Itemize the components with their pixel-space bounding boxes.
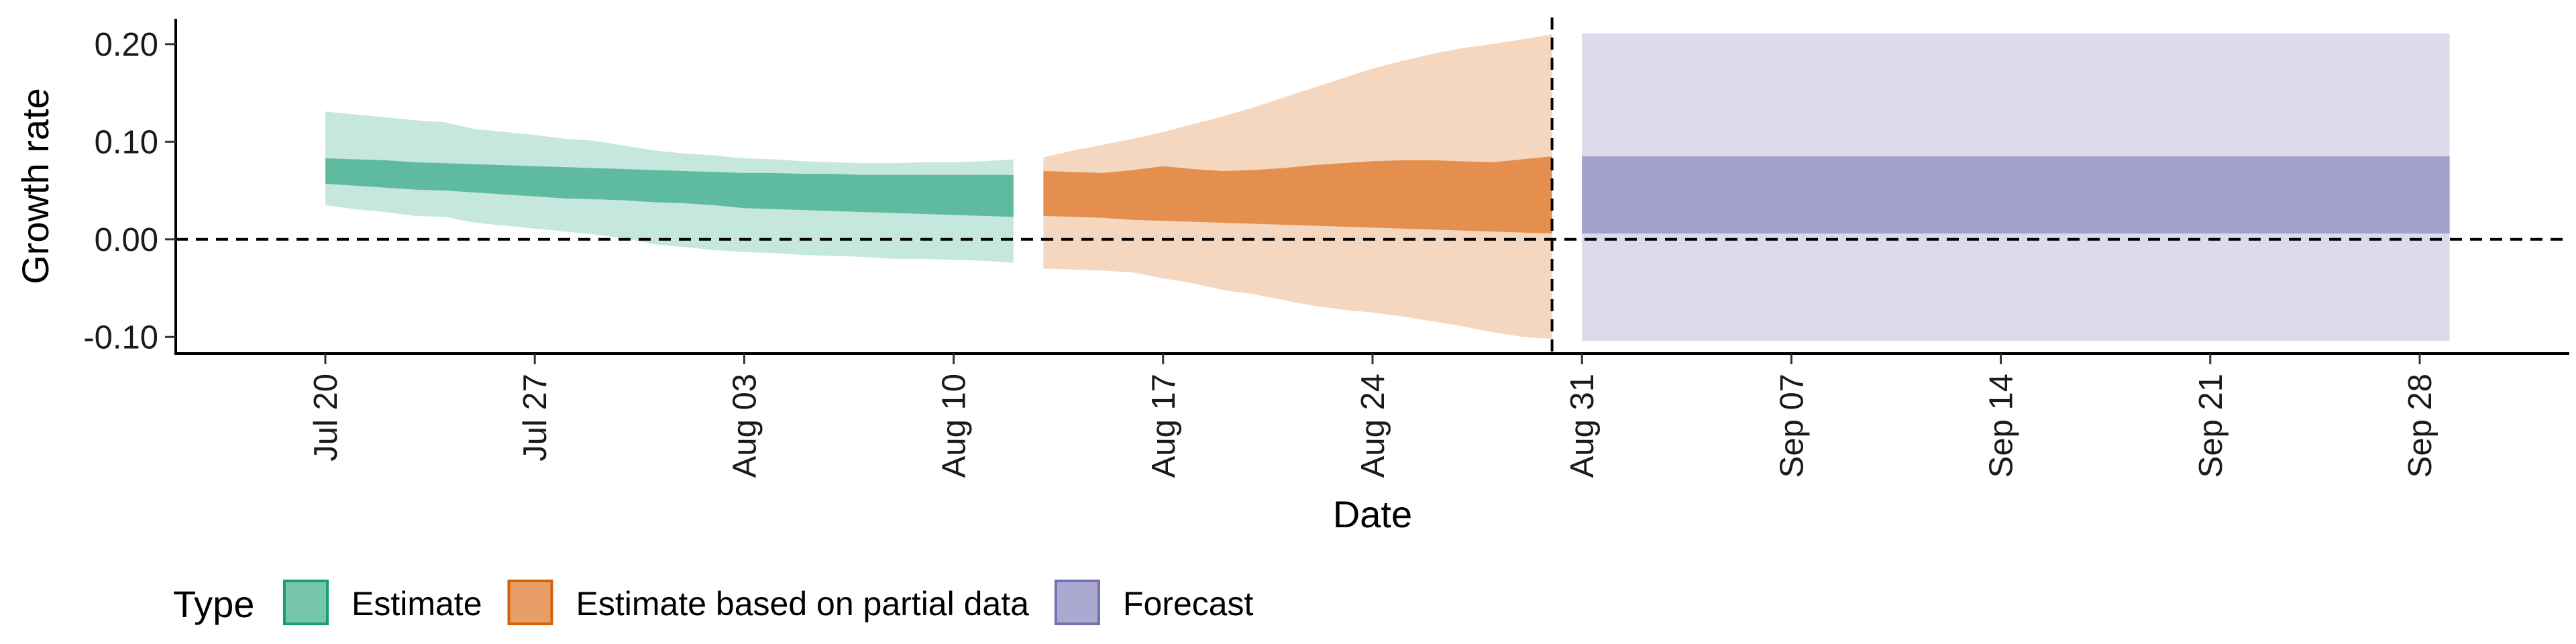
y-tick-label: 0.20 <box>95 27 158 63</box>
legend: Type Estimate Estimate based on partial d… <box>173 580 1254 625</box>
legend-swatch-forecast <box>1054 580 1100 625</box>
forecast-ci50-band <box>1582 156 2450 234</box>
legend-label-estimate: Estimate <box>352 585 482 623</box>
legend-label-estimate-based-on-partial-data: Estimate based on partial data <box>576 585 1030 623</box>
axes: -0.10 0.00 0.10 0.20 Jul 20 Jul 27 Aug 03 Aug 1… <box>83 19 2569 478</box>
legend-label-forecast: Forecast <box>1123 585 1254 623</box>
x-tick-label: Aug 31 <box>1564 374 1601 478</box>
estimate-ci50-band <box>325 158 1014 217</box>
estimate-based-on-partial-data-ci50-band <box>1043 156 1552 234</box>
legend-swatch-estimate-based-on-partial-data <box>507 580 553 625</box>
x-tick-label: Jul 20 <box>308 374 344 462</box>
x-tick-label: Aug 03 <box>727 374 763 478</box>
y-tick-label: -0.10 <box>83 319 158 356</box>
y-tick-label: 0.00 <box>95 222 158 258</box>
x-tick-label: Sep 21 <box>2193 374 2229 478</box>
x-tick-label: Aug 17 <box>1146 374 1182 478</box>
x-tick-label: Aug 24 <box>1355 374 1391 478</box>
y-axis-title: Growth rate <box>14 88 56 284</box>
reference-lines <box>176 17 2569 354</box>
x-tick-label: Sep 07 <box>1774 374 1810 478</box>
legend-swatch-estimate <box>283 580 329 625</box>
x-axis-title: Date <box>1333 493 1412 535</box>
ribbon-layer <box>325 33 2450 341</box>
x-tick-label: Sep 28 <box>2402 374 2438 478</box>
legend-title: Type <box>173 583 254 625</box>
x-tick-label: Aug 10 <box>936 374 973 478</box>
x-tick-label: Jul 27 <box>517 374 553 462</box>
y-tick-label: 0.10 <box>95 124 158 160</box>
x-tick-label: Sep 14 <box>1984 374 2020 478</box>
